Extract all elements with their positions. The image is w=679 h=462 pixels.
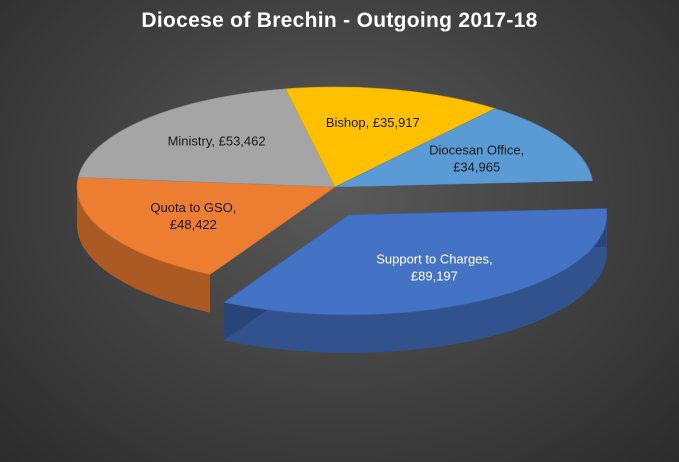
pie-slice-ministry — [77, 88, 336, 188]
pie-slice-bishop — [285, 86, 496, 188]
data-label-diocesan-office: Diocesan Office, £34,965 — [429, 142, 524, 174]
pie-side-quota-to-gso — [77, 187, 211, 313]
pie-slice-diocesan-office — [334, 108, 593, 188]
pie-slice-support-to-charges — [223, 208, 608, 316]
data-label-bishop: Bishop, £35,917 — [326, 115, 420, 130]
chart-title: Diocese of Brechin - Outgoing 2017-18 — [141, 9, 538, 32]
data-label-ministry: Ministry, £53,462 — [168, 133, 266, 148]
data-label-support-to-charges: Support to Charges, £89,197 — [376, 251, 492, 283]
data-label-quota-to-gso: Quota to GSO, £48,422 — [150, 200, 236, 232]
pie-side-support-to-charges — [223, 214, 607, 353]
pie-slice-quota-to-gso — [76, 177, 336, 275]
